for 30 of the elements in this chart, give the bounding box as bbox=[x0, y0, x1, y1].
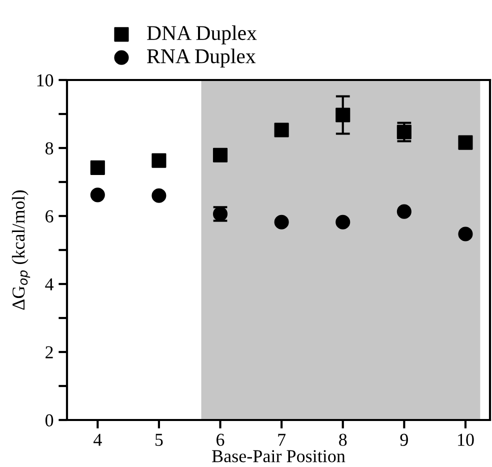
x-tick-label: 7 bbox=[278, 434, 286, 446]
y-tick-label: 2 bbox=[46, 346, 53, 358]
legend-label: RNA Duplex bbox=[147, 48, 256, 68]
y-axis-title: ΔG$_{op}$ (kcal/mol) bbox=[12, 190, 30, 310]
point bbox=[152, 153, 166, 168]
point bbox=[90, 160, 105, 176]
legend-label: DNA Duplex bbox=[147, 25, 257, 44]
x-tick-label: 8 bbox=[339, 434, 347, 446]
x-tick-label: 5 bbox=[155, 434, 163, 446]
point bbox=[396, 204, 412, 219]
point bbox=[336, 214, 350, 230]
y-tick-label: 10 bbox=[37, 74, 54, 86]
x-tick-label: 9 bbox=[400, 434, 408, 446]
x-tick-label: 6 bbox=[216, 434, 224, 446]
y-tick-label: 4 bbox=[45, 278, 54, 290]
point bbox=[212, 148, 228, 162]
point bbox=[458, 226, 473, 242]
point bbox=[274, 122, 289, 138]
point bbox=[458, 135, 473, 150]
point bbox=[90, 188, 105, 202]
x-tick-label: 10 bbox=[458, 434, 474, 446]
y-tick-label: 0 bbox=[45, 414, 54, 426]
y-tick-label: 6 bbox=[46, 210, 54, 222]
x-axis-title: Base-Pair Position bbox=[212, 450, 346, 462]
point bbox=[336, 108, 350, 122]
point bbox=[274, 214, 289, 230]
y-tick-label: 8 bbox=[45, 142, 54, 154]
point bbox=[396, 124, 412, 140]
x-tick-label: 4 bbox=[93, 434, 102, 446]
point bbox=[152, 188, 166, 203]
